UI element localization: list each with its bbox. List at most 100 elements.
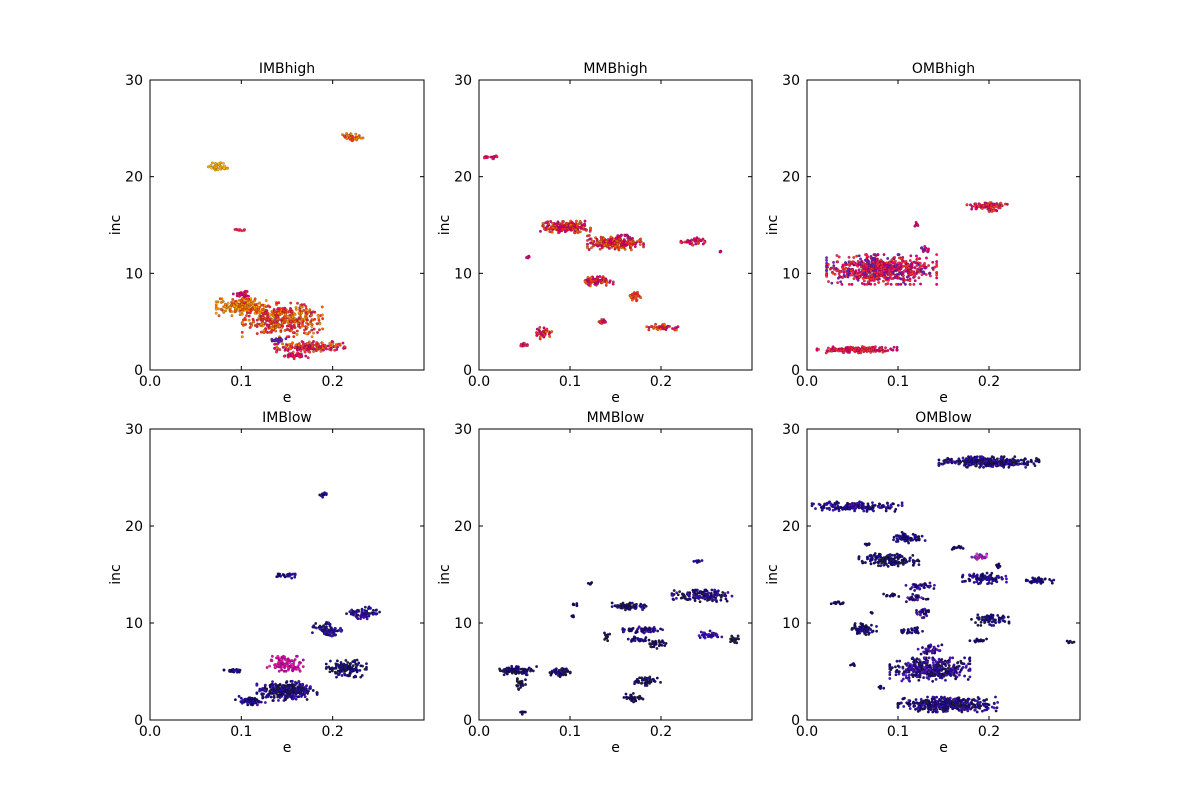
data-point xyxy=(1013,455,1017,459)
data-point xyxy=(611,244,614,247)
data-point xyxy=(701,242,705,246)
data-point xyxy=(681,592,684,596)
data-point xyxy=(325,492,328,495)
data-point xyxy=(578,230,582,234)
data-point xyxy=(284,658,287,661)
data-point xyxy=(890,258,894,262)
cluster-6 xyxy=(525,254,531,260)
data-point xyxy=(606,633,610,637)
data-point xyxy=(324,633,328,636)
data-point xyxy=(970,207,974,211)
data-point xyxy=(321,327,324,331)
data-point xyxy=(281,324,284,328)
cluster-6 xyxy=(222,668,242,674)
axes-frame xyxy=(149,79,425,371)
cluster-5 xyxy=(571,602,579,608)
data-point xyxy=(274,322,277,326)
data-point xyxy=(308,322,312,325)
cluster-9 xyxy=(645,322,680,332)
data-point xyxy=(281,573,285,576)
data-point xyxy=(284,681,288,684)
data-point xyxy=(665,326,669,330)
data-point xyxy=(617,248,621,252)
data-point xyxy=(216,300,220,304)
data-point xyxy=(907,266,911,270)
data-point xyxy=(661,639,664,643)
data-point xyxy=(719,598,723,602)
data-point xyxy=(822,505,826,509)
data-point xyxy=(875,276,879,280)
data-point xyxy=(885,271,889,275)
data-point xyxy=(927,264,930,267)
data-point xyxy=(648,682,651,685)
data-point xyxy=(863,271,867,275)
data-point xyxy=(849,273,853,277)
data-point xyxy=(217,314,221,318)
data-point xyxy=(884,282,888,286)
data-point xyxy=(498,669,502,672)
data-point xyxy=(261,696,265,700)
data-point xyxy=(260,318,264,322)
cluster-14 xyxy=(548,667,572,679)
data-point xyxy=(871,263,875,267)
data-point xyxy=(530,668,533,672)
data-point xyxy=(297,688,301,691)
data-point xyxy=(586,246,589,249)
data-point xyxy=(696,242,700,245)
data-point xyxy=(334,629,337,633)
data-point xyxy=(619,234,623,237)
data-point xyxy=(712,632,716,636)
data-point xyxy=(626,637,630,641)
data-point xyxy=(980,207,984,210)
y-tick-label: 10 xyxy=(454,616,472,632)
data-point xyxy=(608,247,611,250)
data-point xyxy=(612,237,616,241)
data-point xyxy=(637,695,641,699)
data-point xyxy=(267,317,270,321)
data-point xyxy=(633,682,636,686)
data-point xyxy=(714,592,717,596)
data-point xyxy=(700,633,704,637)
data-point xyxy=(865,254,869,258)
data-point xyxy=(692,593,696,597)
data-point xyxy=(662,641,666,645)
data-point xyxy=(817,502,821,506)
data-point xyxy=(709,634,713,637)
data-point xyxy=(841,263,845,267)
data-point xyxy=(854,347,857,351)
data-point xyxy=(523,342,526,345)
data-point xyxy=(866,280,870,284)
data-point xyxy=(598,275,602,278)
y-tick-label: 0 xyxy=(463,363,472,379)
data-point xyxy=(557,668,561,672)
data-point xyxy=(318,345,321,349)
data-point xyxy=(520,710,524,714)
data-point xyxy=(654,322,657,326)
data-point xyxy=(304,685,307,689)
data-point xyxy=(630,298,634,302)
data-point xyxy=(992,459,995,463)
data-point xyxy=(571,603,575,606)
data-point xyxy=(637,294,640,298)
data-point xyxy=(286,328,290,331)
data-point xyxy=(269,659,273,663)
data-point xyxy=(284,669,288,673)
data-point xyxy=(956,459,960,463)
data-point xyxy=(856,349,860,353)
data-point xyxy=(294,308,298,311)
data-point xyxy=(874,266,878,270)
data-point xyxy=(256,699,259,703)
data-point xyxy=(825,258,828,262)
data-point xyxy=(847,282,851,286)
data-point xyxy=(359,675,363,679)
data-point xyxy=(920,267,924,271)
data-point xyxy=(220,308,224,311)
data-point xyxy=(825,269,828,273)
data-point xyxy=(603,631,606,635)
data-point xyxy=(308,350,312,354)
data-point xyxy=(690,238,694,242)
data-point xyxy=(593,282,597,286)
data-point xyxy=(896,253,900,256)
